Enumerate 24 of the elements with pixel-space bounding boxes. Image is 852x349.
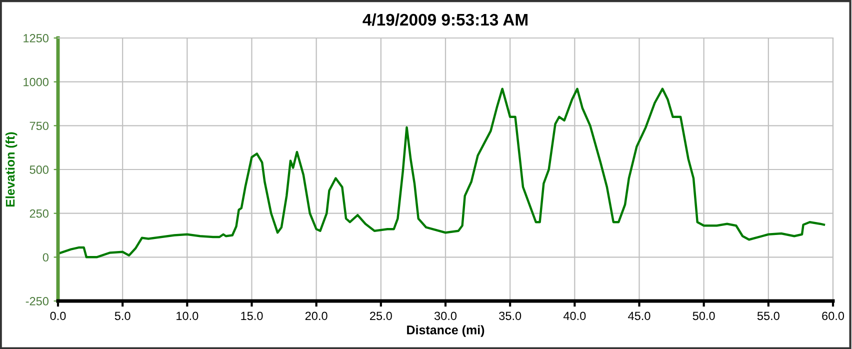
y-tick-label: 250: [30, 209, 49, 218]
y-axis-title: Elevation (ft): [6, 132, 18, 207]
x-tick-label: 35.0: [499, 312, 522, 320]
x-tick-label: 50.0: [692, 312, 715, 320]
x-tick-label: 60.0: [822, 312, 844, 320]
chart-title: 4/19/2009 9:53:13 AM: [362, 13, 528, 26]
y-tick-label: 1000: [24, 78, 49, 86]
x-tick-label: 5.0: [114, 312, 130, 320]
line-series: [58, 88, 826, 258]
x-tick-label: 55.0: [757, 312, 780, 320]
x-tick-label: 15.0: [241, 312, 263, 320]
y-tick-label: 0: [42, 253, 49, 262]
x-tick-label: 45.0: [628, 312, 650, 320]
x-tick-label: 0.0: [50, 312, 66, 320]
y-tick-label: 1250: [24, 34, 49, 42]
x-tick-label: 25.0: [370, 312, 392, 320]
x-tick-label: 20.0: [305, 312, 328, 320]
x-axis-title: Distance (mi): [407, 325, 484, 337]
x-tick-label: 30.0: [434, 312, 457, 320]
x-tick-label: 40.0: [563, 312, 586, 320]
y-tick-label: -250: [26, 297, 49, 306]
x-tick-label: 10.0: [176, 312, 198, 320]
y-tick-label: 500: [30, 166, 49, 174]
y-tick-label: 750: [30, 122, 49, 130]
